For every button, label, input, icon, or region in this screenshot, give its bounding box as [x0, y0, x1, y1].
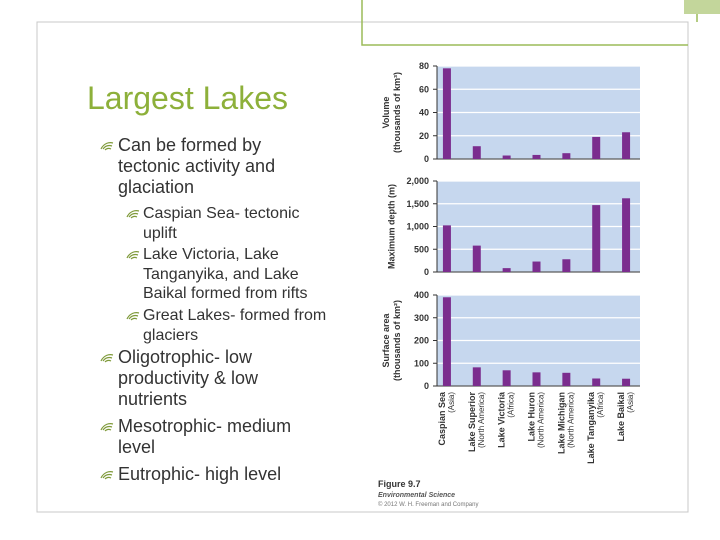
bar — [562, 153, 571, 159]
bar — [622, 378, 631, 386]
bullet: Oligotrophic- low productivity & low nut… — [118, 347, 259, 409]
bar — [502, 370, 511, 386]
y-tick-label: 1,000 — [406, 222, 429, 232]
bullet: Eutrophic- high level — [118, 464, 282, 484]
figure-copyright: © 2012 W. H. Freeman and Company — [378, 501, 478, 508]
bar — [532, 261, 541, 272]
x-tick-label: Caspian Sea — [437, 391, 447, 446]
y-tick-label: 20 — [419, 131, 429, 141]
bullet-icon — [126, 251, 140, 260]
x-tick-label: Lake Tanganyika — [586, 391, 596, 464]
y-tick-label: 2,000 — [406, 176, 429, 186]
x-tick-label: Lake Michigan — [556, 392, 566, 454]
figure-label: Figure 9.7 — [378, 479, 421, 489]
bullet: Mesotrophic- medium level — [118, 416, 292, 457]
bullet-icon — [100, 354, 114, 363]
sub-bullet: Great Lakes- formed from glaciers — [143, 307, 327, 344]
bar — [472, 367, 481, 386]
y-axis-label: (thousands of km²) — [392, 300, 402, 381]
x-tick-sublabel: (Asia) — [447, 392, 456, 413]
x-tick-sublabel: (Asia) — [626, 392, 635, 413]
y-axis-label: (thousands of km³) — [392, 72, 402, 153]
bullet-icon — [126, 210, 140, 219]
bar — [502, 155, 511, 159]
bar — [442, 225, 451, 272]
y-tick-label: 0 — [424, 154, 429, 164]
x-tick-sublabel: (North America) — [566, 392, 575, 448]
bullet-icon — [100, 423, 114, 432]
decor-line — [361, 0, 688, 46]
bar — [592, 205, 601, 272]
x-tick-label: Lake Victoria — [497, 391, 507, 448]
slide-title: Largest Lakes — [87, 80, 289, 116]
y-tick-label: 200 — [414, 336, 429, 346]
bullet-icon — [126, 312, 140, 321]
bar — [532, 372, 541, 386]
bullet-icon — [100, 471, 114, 480]
x-tick-sublabel: (North America) — [537, 392, 546, 448]
bar — [622, 132, 631, 159]
sub-bullet: Caspian Sea- tectonic uplift — [143, 205, 300, 242]
bar — [472, 146, 481, 159]
y-axis-label: Volume — [381, 97, 391, 129]
y-tick-label: 1,500 — [406, 199, 429, 209]
x-tick-sublabel: (Africa) — [507, 392, 516, 418]
bar — [442, 68, 451, 159]
y-tick-label: 500 — [414, 244, 429, 254]
x-tick-label: Lake Huron — [527, 392, 537, 442]
bar — [592, 378, 601, 386]
y-tick-label: 100 — [414, 358, 429, 368]
decor-block — [684, 0, 720, 14]
bar — [472, 245, 481, 272]
sub-bullet: Lake Victoria, Lake Tanganyika, and Lake… — [143, 246, 308, 302]
bar — [502, 268, 511, 272]
bullet-icon — [100, 142, 114, 151]
y-tick-label: 300 — [414, 313, 429, 323]
x-tick-label: Lake Superior — [467, 392, 477, 453]
y-tick-label: 60 — [419, 84, 429, 94]
x-tick-label: Lake Baikal — [616, 392, 626, 442]
figure-source: Environmental Science — [378, 492, 455, 499]
bar — [442, 297, 451, 386]
y-axis-label: Maximum depth (m) — [386, 184, 396, 269]
bar — [562, 259, 571, 272]
bullet: Can be formed by tectonic activity and g… — [118, 135, 276, 197]
y-axis-label: Surface area — [381, 312, 391, 367]
y-tick-label: 0 — [424, 381, 429, 391]
bar — [532, 154, 541, 159]
bar — [622, 198, 631, 272]
y-tick-label: 80 — [419, 61, 429, 71]
bar — [592, 136, 601, 159]
y-tick-label: 0 — [424, 267, 429, 277]
x-tick-sublabel: (North America) — [477, 392, 486, 448]
bar — [562, 372, 571, 386]
y-tick-label: 400 — [414, 290, 429, 300]
x-tick-sublabel: (Africa) — [596, 392, 605, 418]
y-tick-label: 40 — [419, 108, 429, 118]
